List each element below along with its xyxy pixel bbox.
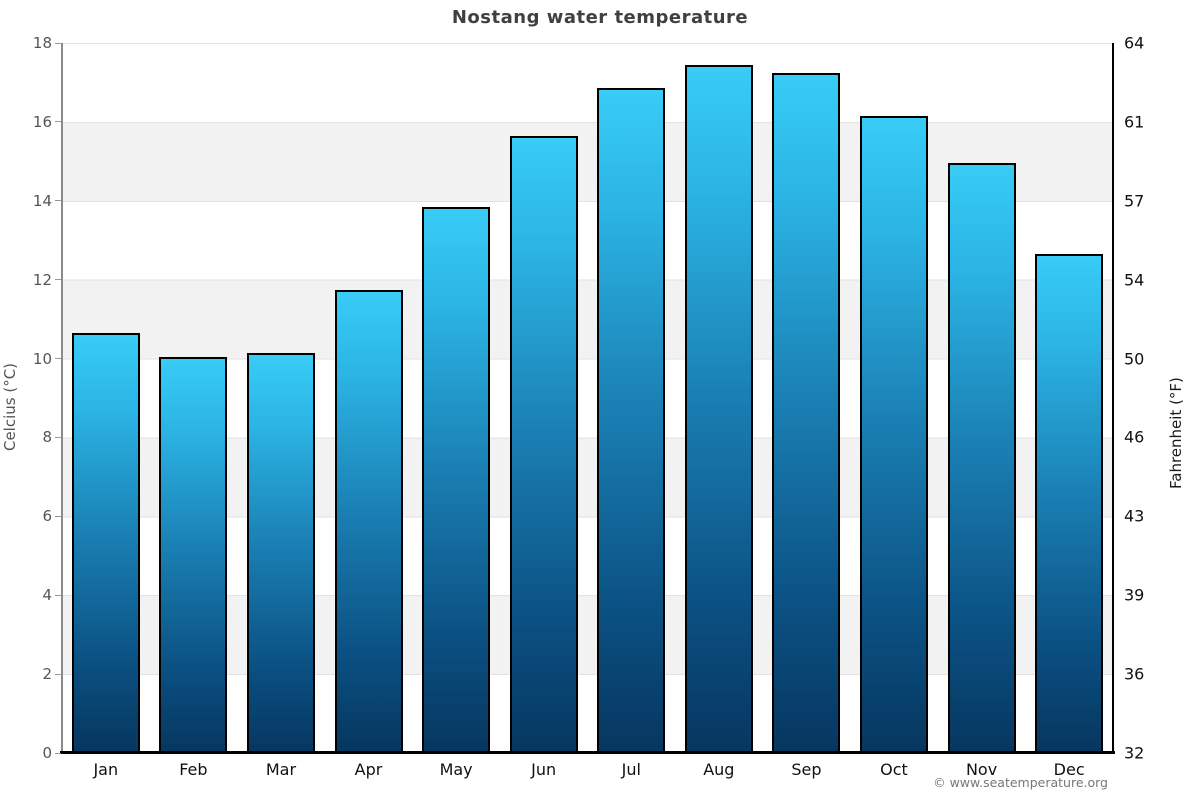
tick-mark-16 [55, 121, 61, 123]
bar-cell-may [412, 43, 500, 753]
bar-cell-mar [237, 43, 325, 753]
x-axis-line [60, 751, 1115, 754]
bar-aug [684, 64, 753, 753]
left-axis-line [61, 43, 63, 753]
bar-mar [246, 352, 315, 753]
fahrenheit-axis-title: Fahrenheit (°F) [1167, 377, 1185, 489]
bar-jul [597, 88, 666, 753]
bar-apr [334, 289, 403, 753]
month-label-jan: Jan [93, 760, 119, 779]
bar-cell-dec [1025, 43, 1113, 753]
watermark-copyright: © www.seatemperature.org [933, 775, 1108, 790]
month-label-may: May [439, 760, 473, 779]
celsius-tick-10: 10 [32, 349, 52, 368]
celsius-tick-4: 4 [42, 586, 52, 605]
month-label-aug: Aug [703, 760, 735, 779]
bar-nov [947, 163, 1016, 753]
celsius-tick-12: 12 [32, 270, 52, 289]
right-axis-line [1112, 43, 1114, 753]
x-axis-month-labels: Jan Feb Mar Apr May Jun Jul Aug Sep Oct Nov Dec [62, 760, 1113, 779]
bar-cell-jun [500, 43, 588, 753]
fahrenheit-tick-39: 39 [1124, 585, 1145, 605]
tick-mark-0 [55, 752, 61, 754]
plot-area [62, 43, 1113, 753]
tick-mark-6 [55, 515, 61, 517]
fahrenheit-tick-labels: 32 36 39 43 46 50 54 57 61 64 [1124, 34, 1174, 763]
month-label-apr: Apr [354, 760, 383, 779]
celsius-tick-labels: 0 2 4 6 8 10 12 14 16 18 [0, 34, 52, 762]
celsius-tick-2: 2 [42, 665, 52, 684]
celsius-tick-8: 8 [42, 428, 52, 447]
month-label-dec: Dec [1053, 760, 1085, 779]
tick-mark-10 [55, 358, 61, 360]
bar-sep [772, 72, 841, 753]
fahrenheit-tick-46: 46 [1124, 427, 1145, 447]
bar-cell-apr [325, 43, 413, 753]
bar-oct [859, 115, 928, 753]
tick-mark-18 [55, 42, 61, 44]
bar-cell-jul [587, 43, 675, 753]
tick-mark-4 [55, 594, 61, 596]
tick-mark-2 [55, 673, 61, 675]
bar-dec [1035, 254, 1104, 753]
celsius-tick-14: 14 [32, 191, 52, 210]
month-label-oct: Oct [880, 760, 908, 779]
left-axis-tick-marks [55, 42, 61, 754]
month-label-nov: Nov [965, 760, 998, 779]
month-label-sep: Sep [791, 760, 822, 779]
chart-title: Nostang water temperature [451, 7, 749, 28]
tick-mark-14 [55, 200, 61, 202]
bar-cell-nov [938, 43, 1026, 753]
month-label-mar: Mar [265, 760, 297, 779]
celsius-axis-title: Celcius (°C) [1, 362, 19, 452]
bar-jun [509, 135, 578, 753]
bar-cell-sep [763, 43, 851, 753]
bar-cell-feb [150, 43, 238, 753]
fahrenheit-tick-61: 61 [1124, 112, 1145, 132]
celsius-tick-16: 16 [32, 112, 52, 131]
bar-cell-oct [850, 43, 938, 753]
fahrenheit-tick-64: 64 [1124, 33, 1145, 53]
bar-jan [71, 332, 140, 753]
bar-feb [159, 356, 228, 753]
celsius-tick-0: 0 [42, 744, 52, 762]
bar-cell-aug [675, 43, 763, 753]
celsius-tick-6: 6 [42, 507, 52, 526]
fahrenheit-tick-43: 43 [1124, 506, 1145, 526]
bar-cell-jan [62, 43, 150, 753]
fahrenheit-tick-54: 54 [1124, 270, 1145, 290]
fahrenheit-tick-50: 50 [1124, 349, 1145, 369]
tick-mark-8 [55, 436, 61, 438]
fahrenheit-tick-32: 32 [1124, 743, 1145, 763]
bar-may [422, 206, 491, 753]
month-label-jun: Jun [531, 760, 557, 779]
tick-mark-12 [55, 279, 61, 281]
fahrenheit-tick-57: 57 [1124, 191, 1145, 211]
month-label-feb: Feb [179, 760, 208, 779]
celsius-tick-18: 18 [32, 34, 52, 52]
month-label-jul: Jul [621, 760, 641, 779]
fahrenheit-tick-36: 36 [1124, 664, 1145, 684]
bars-container [62, 43, 1113, 753]
